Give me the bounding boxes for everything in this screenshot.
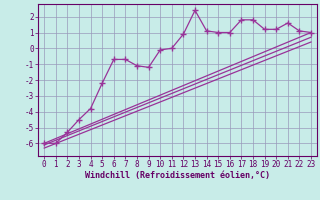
X-axis label: Windchill (Refroidissement éolien,°C): Windchill (Refroidissement éolien,°C) xyxy=(85,171,270,180)
